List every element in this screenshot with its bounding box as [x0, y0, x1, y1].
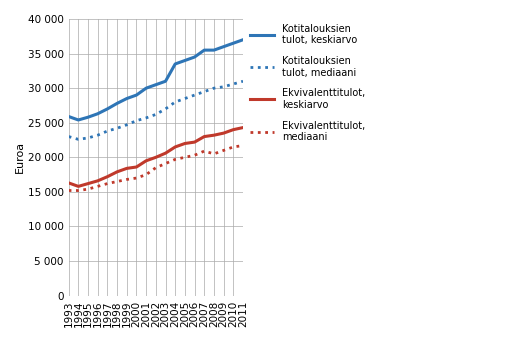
Ekvivalenttitulot,
keskiarvo	[65, 181, 72, 185]
Kotitalouksien
tulot, keskiarvo	[220, 44, 227, 49]
Ekvivalenttitulot,
mediaani	[230, 145, 236, 149]
Kotitalouksien
tulot, mediaani	[85, 136, 91, 140]
Kotitalouksien
tulot, keskiarvo	[230, 41, 236, 45]
Kotitalouksien
tulot, mediaani	[65, 134, 72, 139]
Kotitalouksien
tulot, keskiarvo	[65, 115, 72, 119]
Ekvivalenttitulot,
keskiarvo	[152, 155, 159, 159]
Ekvivalenttitulot,
keskiarvo	[85, 182, 91, 186]
Ekvivalenttitulot,
keskiarvo	[211, 133, 217, 137]
Kotitalouksien
tulot, keskiarvo	[162, 79, 169, 83]
Kotitalouksien
tulot, keskiarvo	[114, 101, 120, 105]
Kotitalouksien
tulot, keskiarvo	[240, 38, 246, 42]
Kotitalouksien
tulot, keskiarvo	[104, 107, 110, 111]
Ekvivalenttitulot,
mediaani	[152, 166, 159, 170]
Ekvivalenttitulot,
mediaani	[162, 161, 169, 166]
Ekvivalenttitulot,
keskiarvo	[104, 175, 110, 179]
Kotitalouksien
tulot, keskiarvo	[75, 118, 82, 122]
Kotitalouksien
tulot, keskiarvo	[182, 58, 188, 63]
Ekvivalenttitulot,
mediaani	[75, 188, 82, 193]
Kotitalouksien
tulot, keskiarvo	[152, 83, 159, 87]
Ekvivalenttitulot,
keskiarvo	[95, 179, 101, 183]
Ekvivalenttitulot,
mediaani	[240, 144, 246, 148]
Ekvivalenttitulot,
keskiarvo	[220, 131, 227, 135]
Kotitalouksien
tulot, mediaani	[162, 107, 169, 111]
Kotitalouksien
tulot, mediaani	[240, 79, 246, 83]
Line: Ekvivalenttitulot,
mediaani: Ekvivalenttitulot, mediaani	[68, 146, 243, 190]
Kotitalouksien
tulot, mediaani	[220, 85, 227, 89]
Kotitalouksien
tulot, mediaani	[143, 116, 149, 120]
Line: Kotitalouksien
tulot, mediaani: Kotitalouksien tulot, mediaani	[68, 81, 243, 139]
Kotitalouksien
tulot, mediaani	[95, 133, 101, 137]
Kotitalouksien
tulot, mediaani	[201, 90, 208, 94]
Kotitalouksien
tulot, keskiarvo	[191, 55, 198, 59]
Ekvivalenttitulot,
mediaani	[201, 149, 208, 153]
Ekvivalenttitulot,
keskiarvo	[201, 134, 208, 139]
Kotitalouksien
tulot, keskiarvo	[143, 86, 149, 90]
Ekvivalenttitulot,
mediaani	[95, 184, 101, 188]
Kotitalouksien
tulot, mediaani	[133, 119, 140, 123]
Ekvivalenttitulot,
mediaani	[124, 177, 130, 182]
Ekvivalenttitulot,
keskiarvo	[133, 165, 140, 169]
Ekvivalenttitulot,
mediaani	[211, 152, 217, 156]
Ekvivalenttitulot,
keskiarvo	[124, 166, 130, 170]
Kotitalouksien
tulot, keskiarvo	[85, 115, 91, 119]
Kotitalouksien
tulot, keskiarvo	[124, 96, 130, 101]
Kotitalouksien
tulot, mediaani	[152, 113, 159, 117]
Kotitalouksien
tulot, mediaani	[124, 123, 130, 127]
Kotitalouksien
tulot, mediaani	[211, 86, 217, 90]
Ekvivalenttitulot,
keskiarvo	[191, 140, 198, 144]
Kotitalouksien
tulot, mediaani	[172, 100, 178, 104]
Kotitalouksien
tulot, keskiarvo	[201, 48, 208, 52]
Ekvivalenttitulot,
mediaani	[172, 157, 178, 161]
Legend: Kotitalouksien
tulot, keskiarvo, Kotitalouksien
tulot, mediaani, Ekvivalenttitul: Kotitalouksien tulot, keskiarvo, Kotital…	[250, 24, 365, 142]
Kotitalouksien
tulot, mediaani	[191, 93, 198, 97]
Kotitalouksien
tulot, keskiarvo	[172, 62, 178, 66]
Kotitalouksien
tulot, keskiarvo	[211, 48, 217, 52]
Ekvivalenttitulot,
mediaani	[104, 182, 110, 186]
Ekvivalenttitulot,
mediaani	[220, 148, 227, 153]
Y-axis label: Euroa: Euroa	[15, 141, 25, 173]
Kotitalouksien
tulot, mediaani	[75, 137, 82, 141]
Ekvivalenttitulot,
keskiarvo	[182, 142, 188, 146]
Kotitalouksien
tulot, mediaani	[104, 129, 110, 133]
Ekvivalenttitulot,
keskiarvo	[114, 170, 120, 174]
Ekvivalenttitulot,
mediaani	[65, 188, 72, 193]
Line: Kotitalouksien
tulot, keskiarvo: Kotitalouksien tulot, keskiarvo	[68, 40, 243, 120]
Ekvivalenttitulot,
keskiarvo	[172, 145, 178, 149]
Kotitalouksien
tulot, keskiarvo	[95, 112, 101, 116]
Ekvivalenttitulot,
keskiarvo	[75, 184, 82, 188]
Ekvivalenttitulot,
mediaani	[191, 153, 198, 157]
Ekvivalenttitulot,
mediaani	[133, 176, 140, 180]
Ekvivalenttitulot,
keskiarvo	[143, 159, 149, 163]
Kotitalouksien
tulot, keskiarvo	[133, 93, 140, 97]
Ekvivalenttitulot,
mediaani	[182, 155, 188, 159]
Ekvivalenttitulot,
keskiarvo	[240, 126, 246, 130]
Kotitalouksien
tulot, mediaani	[230, 82, 236, 86]
Ekvivalenttitulot,
mediaani	[85, 187, 91, 191]
Kotitalouksien
tulot, mediaani	[182, 96, 188, 101]
Kotitalouksien
tulot, mediaani	[114, 126, 120, 130]
Ekvivalenttitulot,
keskiarvo	[230, 128, 236, 132]
Ekvivalenttitulot,
mediaani	[143, 173, 149, 177]
Ekvivalenttitulot,
keskiarvo	[162, 151, 169, 155]
Line: Ekvivalenttitulot,
keskiarvo: Ekvivalenttitulot, keskiarvo	[68, 128, 243, 186]
Ekvivalenttitulot,
mediaani	[114, 180, 120, 184]
